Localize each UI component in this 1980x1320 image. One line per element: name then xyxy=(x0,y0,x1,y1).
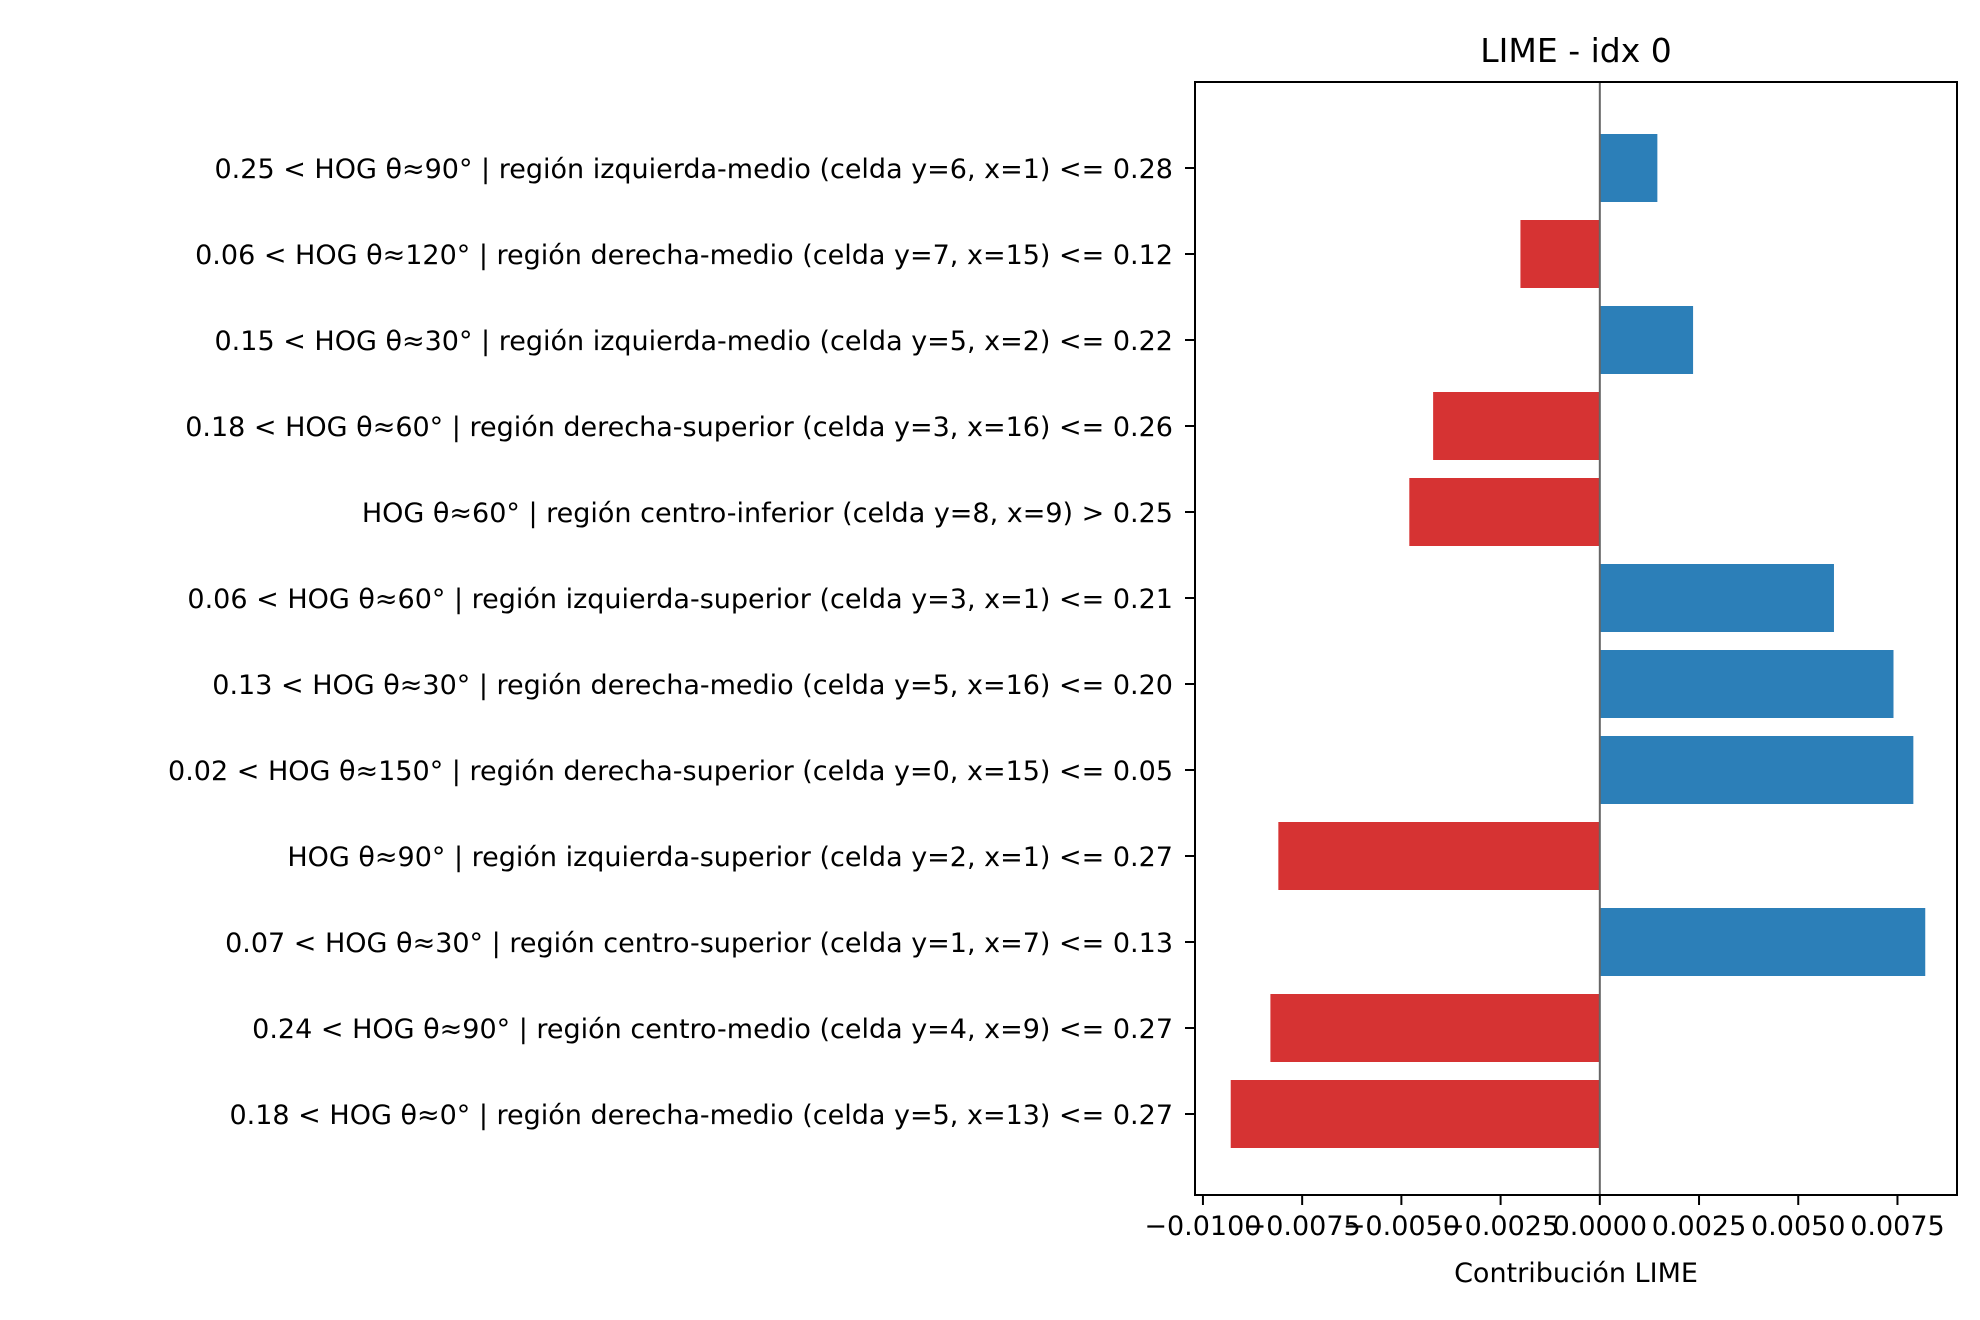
plot-frame xyxy=(1194,81,1958,1196)
y-tick-label: 0.25 < HOG θ≈90° | región izquierda-medi… xyxy=(215,154,1174,185)
bar xyxy=(1599,650,1894,718)
y-tick-label: 0.06 < HOG θ≈120° | región derecha-medio… xyxy=(195,240,1173,271)
bar xyxy=(1599,908,1926,976)
bar xyxy=(1278,822,1600,890)
y-axis: 0.25 < HOG θ≈90° | región izquierda-medi… xyxy=(168,154,1195,1131)
y-tick-label: 0.15 < HOG θ≈30° | región izquierda-medi… xyxy=(215,326,1174,357)
chart-title: LIME - idx 0 xyxy=(1480,31,1671,70)
y-tick-label: 0.18 < HOG θ≈60° | región derecha-superi… xyxy=(185,412,1173,443)
y-tick-label: 0.18 < HOG θ≈0° | región derecha-medio (… xyxy=(229,1100,1173,1131)
y-tick-label: 0.02 < HOG θ≈150° | región derecha-super… xyxy=(168,756,1173,787)
y-tick-label: 0.06 < HOG θ≈60° | región izquierda-supe… xyxy=(187,584,1173,615)
y-tick-label: 0.07 < HOG θ≈30° | región centro-superio… xyxy=(225,928,1173,959)
bar xyxy=(1433,392,1600,460)
x-tick-label: −0.0050 xyxy=(1343,1211,1460,1242)
y-tick-label: HOG θ≈60° | región centro-inferior (celd… xyxy=(362,498,1173,529)
bar xyxy=(1520,220,1600,288)
bar xyxy=(1270,994,1600,1062)
x-tick-label: −0.0075 xyxy=(1244,1211,1361,1242)
y-tick-label: HOG θ≈90° | región izquierda-superior (c… xyxy=(287,842,1173,873)
bar xyxy=(1230,1080,1600,1148)
bars-group xyxy=(1230,134,1926,1148)
y-tick-label: 0.24 < HOG θ≈90° | región centro-medio (… xyxy=(252,1014,1173,1045)
x-tick-label: 0.0050 xyxy=(1751,1211,1845,1242)
bar xyxy=(1409,478,1600,546)
y-tick-label: 0.13 < HOG θ≈30° | región derecha-medio … xyxy=(212,670,1173,701)
x-tick-label: 0.0000 xyxy=(1553,1211,1647,1242)
x-tick-label: 0.0025 xyxy=(1652,1211,1746,1242)
bar xyxy=(1599,736,1914,804)
x-tick-label: −0.0025 xyxy=(1442,1211,1559,1242)
x-tick-label: −0.0100 xyxy=(1144,1211,1261,1242)
bar xyxy=(1599,564,1834,632)
bar xyxy=(1599,306,1694,374)
bar xyxy=(1599,134,1658,202)
x-axis-label: Contribución LIME xyxy=(1454,1258,1698,1289)
x-tick-label: 0.0075 xyxy=(1850,1211,1944,1242)
